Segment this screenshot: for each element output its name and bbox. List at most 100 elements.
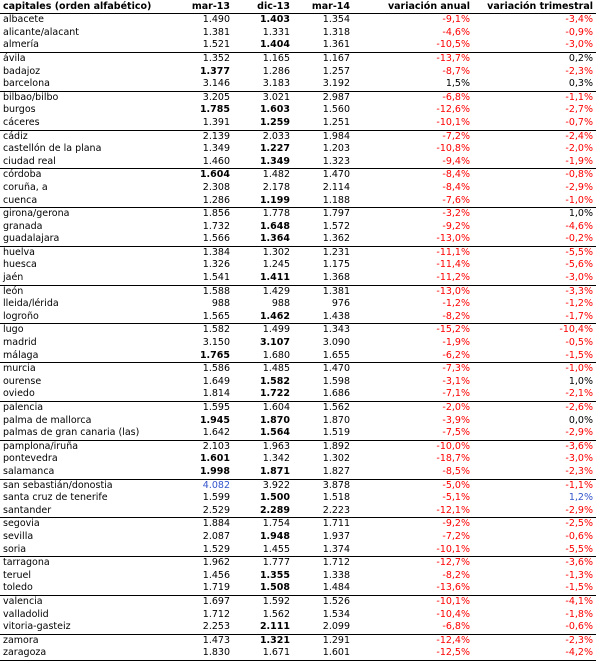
cell-dic13: 2.289 bbox=[259, 504, 290, 516]
cell-dic13: 3.021 bbox=[233, 90, 293, 105]
table-row: lleida/lérida 988 988 976 -1,2% -1,2% bbox=[0, 298, 596, 311]
cell-dic13: 1.562 bbox=[262, 608, 290, 620]
cell-mar14: 1.175 bbox=[322, 259, 350, 271]
cell-quarterly: -1,5% bbox=[565, 349, 593, 361]
cell-mar13: 2.139 bbox=[153, 129, 233, 144]
cell-mar14: 1.231 bbox=[293, 245, 353, 260]
cell-annual: -11,4% bbox=[436, 259, 470, 271]
cell-quarterly: -2,5% bbox=[473, 517, 596, 531]
cell-annual: -8,4% bbox=[353, 168, 473, 182]
cell-city: madrid bbox=[3, 337, 37, 349]
cell-annual: -5,0% bbox=[353, 478, 473, 493]
table-row: almería 1.521 1.404 1.361 -10,5% -3,0% bbox=[0, 39, 596, 52]
cell-city: soria bbox=[3, 543, 27, 555]
cell-mar13: 1.595 bbox=[153, 401, 233, 415]
cell-annual: -7,1% bbox=[442, 388, 470, 400]
cell-dic13: 1.245 bbox=[262, 259, 290, 271]
cell-mar13: 1.490 bbox=[153, 13, 233, 27]
table-row: barcelona 3.146 3.183 3.192 1,5% 0,3% bbox=[0, 78, 596, 91]
cell-mar13: 2.529 bbox=[202, 504, 230, 516]
table-row: oviedo 1.814 1.722 1.686 -7,1% -2,1% bbox=[0, 388, 596, 401]
cell-dic13: 1.948 bbox=[259, 530, 290, 542]
table-row: málaga 1.765 1.680 1.655 -6,2% -1,5% bbox=[0, 350, 596, 363]
cell-dic13: 1.455 bbox=[262, 543, 290, 555]
cell-quarterly: 1,0% bbox=[473, 207, 596, 221]
cell-quarterly: 0,3% bbox=[568, 78, 593, 90]
cell-city: alicante/alacant bbox=[3, 26, 80, 38]
cell-city: albacete bbox=[0, 13, 153, 27]
cell-dic13: 2.178 bbox=[262, 181, 290, 193]
cell-mar14: 1.711 bbox=[293, 517, 353, 531]
cell-city: huesca bbox=[3, 259, 37, 271]
cell-dic13: 1.603 bbox=[259, 104, 290, 116]
cell-quarterly: -1,3% bbox=[565, 569, 593, 581]
cell-city: badajoz bbox=[3, 65, 41, 77]
table-row: palencia 1.595 1.604 1.562 -2,0% -2,6% bbox=[0, 401, 596, 415]
cell-dic13: 1.778 bbox=[233, 207, 293, 221]
cell-city: lleida/lérida bbox=[3, 298, 59, 310]
cell-annual: -5,1% bbox=[442, 492, 470, 504]
cell-mar13: 1.649 bbox=[202, 375, 230, 387]
cell-mar13: 1.349 bbox=[202, 143, 230, 155]
cell-annual: -10,1% bbox=[436, 116, 470, 128]
cell-city: segovia bbox=[0, 517, 153, 531]
cell-city: palmas de gran canaria (las) bbox=[3, 427, 140, 439]
table-row: valladolid 1.712 1.562 1.534 -10,4% -1,8% bbox=[0, 609, 596, 622]
cell-city: guadalajara bbox=[3, 233, 60, 245]
cell-mar14: 1.361 bbox=[322, 39, 350, 51]
cell-mar14: 2.114 bbox=[322, 181, 350, 193]
cell-mar13: 1.712 bbox=[202, 608, 230, 620]
cell-quarterly: -0,6% bbox=[565, 621, 593, 633]
cell-dic13: 1.777 bbox=[233, 556, 293, 570]
table-row: murcia 1.586 1.485 1.470 -7,3% -1,0% bbox=[0, 362, 596, 376]
cell-quarterly: -2,9% bbox=[565, 181, 593, 193]
cell-annual: -13,7% bbox=[353, 51, 473, 66]
cell-mar13: 1.521 bbox=[202, 39, 230, 51]
cell-annual: -4,6% bbox=[442, 26, 470, 38]
cell-city: bilbao/bilbo bbox=[0, 90, 153, 105]
cell-quarterly: -1,2% bbox=[565, 298, 593, 310]
cell-mar13: 1.566 bbox=[202, 233, 230, 245]
cell-annual: -9,2% bbox=[353, 517, 473, 531]
cell-annual: -9,1% bbox=[353, 13, 473, 27]
cell-mar13: 1.326 bbox=[202, 259, 230, 271]
cell-annual: -3,2% bbox=[353, 207, 473, 221]
cell-dic13: 1.963 bbox=[233, 439, 293, 454]
cell-mar13: 2.087 bbox=[202, 530, 230, 542]
cell-annual: -13,0% bbox=[353, 284, 473, 299]
cell-quarterly: -1,0% bbox=[473, 362, 596, 376]
cell-mar13: 1.377 bbox=[199, 65, 230, 77]
table-row: san sebastián/donostia 4.082 3.922 3.878 -5,… bbox=[0, 478, 596, 493]
cell-dic13: 1.404 bbox=[259, 39, 290, 51]
cell-dic13: 1.499 bbox=[233, 323, 293, 338]
cell-annual: -10,5% bbox=[436, 39, 470, 51]
cell-mar13: 2.308 bbox=[202, 181, 230, 193]
cell-quarterly: 1,0% bbox=[568, 375, 593, 387]
table-row: logroño 1.565 1.462 1.438 -8,2% -1,7% bbox=[0, 311, 596, 324]
cell-dic13: 1.508 bbox=[259, 582, 290, 594]
cell-mar14: 1.560 bbox=[322, 104, 350, 116]
cell-mar14: 1.572 bbox=[322, 220, 350, 232]
cell-city: girona/gerona bbox=[0, 207, 153, 221]
cell-quarterly: -3,0% bbox=[565, 272, 593, 284]
table-row: teruel 1.456 1.355 1.338 -8,2% -1,3% bbox=[0, 570, 596, 583]
cell-mar14: 1.870 bbox=[322, 414, 350, 426]
cell-city: san sebastián/donostia bbox=[0, 478, 153, 493]
table-row: ávila 1.352 1.165 1.167 -13,7% 0,2% bbox=[0, 51, 596, 66]
cell-mar14: 1.562 bbox=[293, 401, 353, 415]
cell-mar13: 1.697 bbox=[153, 594, 233, 609]
table-row: tarragona 1.962 1.777 1.712 -12,7% -3,6% bbox=[0, 556, 596, 570]
table-row: pontevedra 1.601 1.342 1.302 -18,7% -3,0% bbox=[0, 453, 596, 466]
cell-mar13: 1.998 bbox=[199, 465, 230, 477]
cell-mar14: 3.090 bbox=[322, 337, 350, 349]
cell-city: toledo bbox=[3, 582, 33, 594]
table-row: alicante/alacant 1.381 1.331 1.318 -4,6% -0,9… bbox=[0, 27, 596, 40]
cell-mar13: 1.884 bbox=[153, 517, 233, 531]
cell-annual: -7,6% bbox=[442, 194, 470, 206]
cell-mar13: 1.642 bbox=[202, 427, 230, 439]
cell-mar13: 2.103 bbox=[153, 439, 233, 454]
cell-quarterly: -2,3% bbox=[565, 465, 593, 477]
cell-annual: -3,9% bbox=[442, 414, 470, 426]
cell-dic13: 1.227 bbox=[259, 143, 290, 155]
cell-city: murcia bbox=[0, 362, 153, 376]
